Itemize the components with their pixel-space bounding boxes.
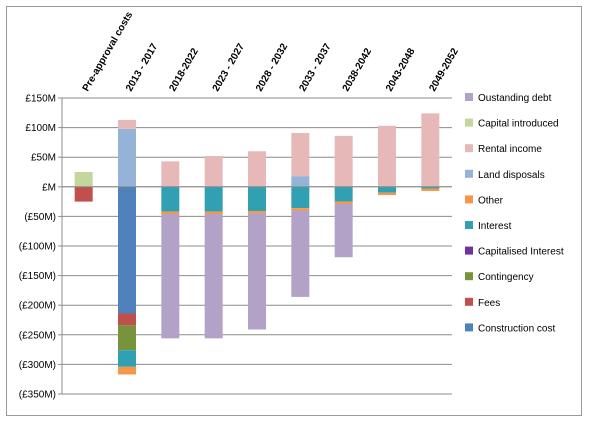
legend-swatch bbox=[465, 323, 473, 332]
y-tick-label: (£250M) bbox=[19, 330, 56, 341]
bar-segment bbox=[118, 366, 136, 375]
legend-swatch bbox=[465, 246, 473, 255]
bar-segment bbox=[378, 192, 396, 196]
legend-swatch bbox=[465, 195, 473, 204]
x-tick-label: 2033 - 2037 bbox=[297, 41, 333, 93]
y-tick-label: (£50M) bbox=[24, 212, 56, 223]
bar-segment bbox=[248, 186, 266, 212]
x-tick-label: 2013 - 2017 bbox=[124, 41, 160, 93]
legend-swatch bbox=[465, 221, 473, 229]
legend-swatch bbox=[465, 93, 473, 101]
legend-swatch bbox=[465, 297, 473, 306]
bar-segment bbox=[118, 128, 136, 187]
bar-segment bbox=[161, 211, 180, 215]
bar-segment bbox=[421, 113, 440, 187]
legend-label: Rental income bbox=[478, 144, 542, 155]
bar-segment bbox=[378, 186, 396, 193]
legend-swatch bbox=[465, 144, 473, 153]
bar-segment bbox=[334, 186, 353, 202]
y-tick-label: (£200M) bbox=[19, 301, 56, 312]
bar-segment bbox=[291, 208, 310, 211]
y-tick-label: £100M bbox=[25, 123, 56, 134]
legend-label: Other bbox=[478, 195, 504, 206]
y-tick-label: £150M bbox=[25, 94, 56, 105]
y-tick-label: £M bbox=[42, 182, 56, 193]
y-axis-ticks: £150M £100M £50M £M (£50M) (£100M) (£150M) (£20… bbox=[19, 94, 56, 401]
legend-swatch bbox=[465, 118, 473, 127]
bar-segment bbox=[334, 135, 353, 187]
bar-segment bbox=[421, 186, 440, 189]
legend-label: Interest bbox=[478, 221, 512, 232]
y-tick-label: (£300M) bbox=[19, 360, 56, 371]
bar-segment bbox=[204, 211, 223, 215]
bar-segment bbox=[421, 188, 440, 191]
legend-label: Oustanding debt bbox=[478, 93, 552, 104]
bar-segment bbox=[334, 203, 353, 258]
bar-segment bbox=[291, 186, 310, 209]
bar-segment bbox=[291, 132, 310, 177]
legend: Oustanding debt Capital introduced Rental … bbox=[465, 93, 564, 334]
y-tick-label: £50M bbox=[31, 153, 56, 164]
legend-label: Land disposals bbox=[478, 170, 545, 181]
bar-segment bbox=[248, 151, 266, 187]
bar-segment bbox=[118, 119, 136, 129]
bar-segment bbox=[161, 161, 180, 187]
x-tick-label: 2018-2022 bbox=[167, 46, 201, 93]
legend-swatch bbox=[465, 169, 473, 178]
x-tick-label: 2049-2052 bbox=[427, 46, 461, 93]
bar-segment bbox=[291, 210, 310, 297]
x-tick-label: 2038-2042 bbox=[341, 46, 375, 93]
y-tick-label: (£150M) bbox=[19, 271, 56, 282]
bar-segment bbox=[118, 350, 136, 367]
bar-segment bbox=[204, 156, 223, 187]
bar-segment bbox=[118, 325, 136, 351]
bar-segment bbox=[204, 214, 223, 339]
y-tick-label: (£100M) bbox=[19, 242, 56, 253]
legend-label: Fees bbox=[478, 298, 500, 309]
bar-segment bbox=[334, 201, 353, 204]
bar-segment bbox=[118, 313, 136, 326]
y-tick-label: (£350M) bbox=[19, 390, 56, 401]
bars bbox=[62, 113, 452, 375]
bar-segment bbox=[161, 186, 180, 212]
bar-segment bbox=[74, 186, 93, 202]
legend-label: Construction cost bbox=[478, 323, 555, 334]
bar-segment bbox=[248, 213, 266, 330]
x-tick-label: 2028 - 2032 bbox=[254, 41, 290, 93]
x-tick-label: 2043-2048 bbox=[384, 46, 418, 93]
bar-segment bbox=[248, 211, 266, 214]
legend-label: Contingency bbox=[478, 272, 534, 283]
bar-segment bbox=[161, 214, 180, 339]
bar-segment bbox=[74, 172, 93, 187]
legend-swatch bbox=[465, 272, 473, 281]
bar-segment bbox=[378, 125, 396, 187]
x-tick-label: 2023 - 2027 bbox=[211, 41, 247, 93]
legend-label: Capitalised Interest bbox=[478, 247, 564, 258]
bar-segment bbox=[204, 186, 223, 212]
legend-label: Capital introduced bbox=[478, 119, 559, 130]
bar-segment bbox=[291, 176, 310, 187]
bar-segment bbox=[118, 186, 136, 314]
